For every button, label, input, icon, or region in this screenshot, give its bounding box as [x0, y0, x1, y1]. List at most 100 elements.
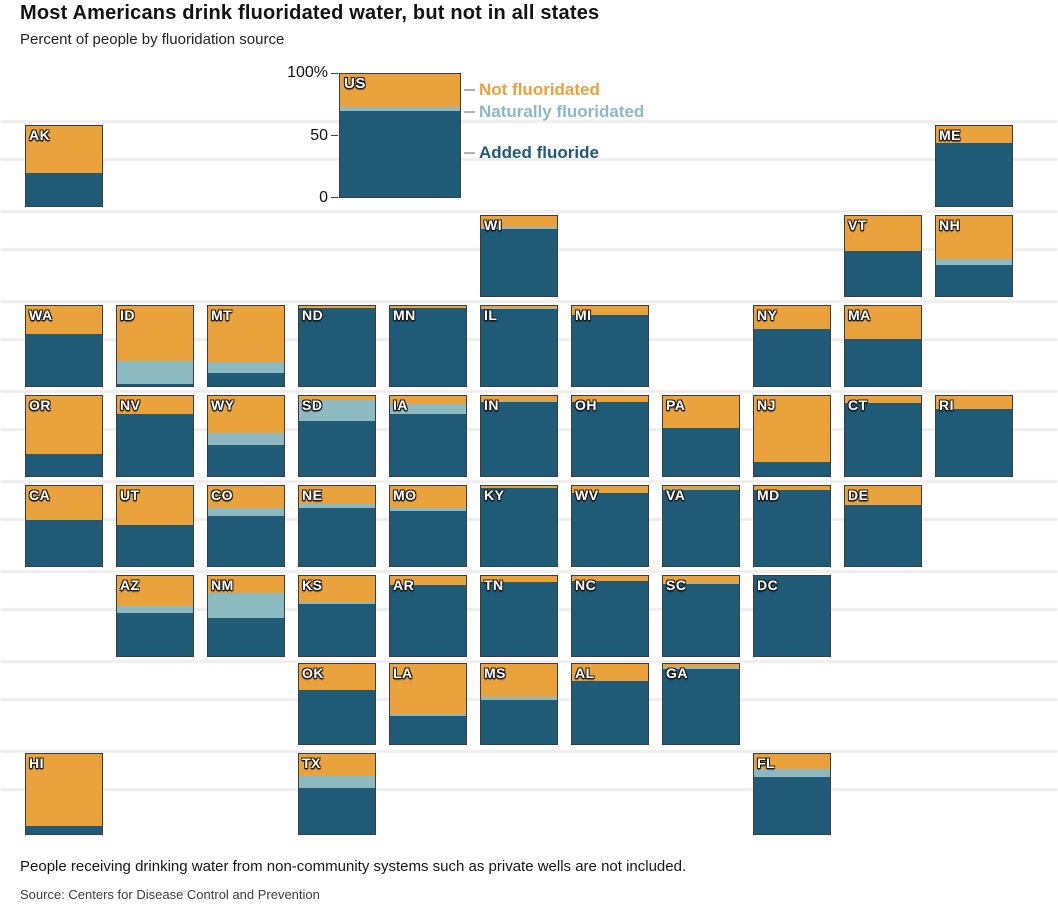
segment-added-fluoride	[299, 507, 375, 566]
segment-not-fluoridated	[845, 306, 921, 339]
segment-naturally-fluoridated	[936, 259, 1012, 265]
state-tile-dc[interactable]: DC	[753, 575, 831, 657]
segment-not-fluoridated	[390, 486, 466, 508]
segment-added-fluoride	[572, 402, 648, 476]
state-tile-mn[interactable]: MN	[389, 305, 467, 387]
state-tile-md[interactable]: MD	[753, 485, 831, 567]
bar-label-ri: RI	[939, 397, 954, 413]
segment-not-fluoridated	[299, 486, 375, 505]
state-tile-de[interactable]: DE	[844, 485, 922, 567]
state-tile-sd[interactable]: SD	[298, 395, 376, 477]
state-tile-vt[interactable]: VT	[844, 215, 922, 297]
state-tile-tn[interactable]: TN	[480, 575, 558, 657]
state-tile-wv[interactable]: WV	[571, 485, 649, 567]
state-tile-il[interactable]: IL	[480, 305, 558, 387]
state-tile-in[interactable]: IN	[480, 395, 558, 477]
bar-label-mo: MO	[393, 487, 417, 503]
segment-added-fluoride	[572, 493, 648, 566]
segment-not-fluoridated	[663, 664, 739, 668]
segment-not-fluoridated	[299, 754, 375, 777]
bar-label-dc: DC	[757, 577, 779, 593]
state-tile-ma[interactable]: MA	[844, 305, 922, 387]
state-tile-co[interactable]: CO	[207, 485, 285, 567]
segment-not-fluoridated	[117, 306, 193, 362]
state-tile-pa[interactable]: PA	[662, 395, 740, 477]
segment-not-fluoridated	[845, 486, 921, 506]
segment-added-fluoride	[117, 525, 193, 566]
segment-naturally-fluoridated	[208, 432, 284, 445]
segment-not-fluoridated	[299, 576, 375, 603]
segment-not-fluoridated	[845, 396, 921, 404]
state-tile-ut[interactable]: UT	[116, 485, 194, 567]
state-tile-al[interactable]: AL	[571, 663, 649, 745]
state-tile-ca[interactable]: CA	[25, 485, 103, 567]
segment-added-fluoride	[845, 338, 921, 386]
state-tile-nd[interactable]: ND	[298, 305, 376, 387]
segment-added-fluoride	[845, 251, 921, 296]
segment-not-fluoridated	[390, 664, 466, 715]
background-gridline	[0, 570, 1058, 573]
bar-label-ms: MS	[484, 665, 506, 681]
state-tile-ky[interactable]: KY	[480, 485, 558, 567]
state-tile-mt[interactable]: MT	[207, 305, 285, 387]
us-bar[interactable]: US	[339, 73, 461, 198]
segment-not-fluoridated	[572, 576, 648, 581]
segment-naturally-fluoridated	[299, 776, 375, 788]
state-tile-hi[interactable]: HI	[25, 753, 103, 835]
bar-label-wi: WI	[484, 217, 503, 233]
segment-naturally-fluoridated	[754, 769, 830, 778]
state-tile-ms[interactable]: MS	[480, 663, 558, 745]
bar-label-co: CO	[211, 487, 233, 503]
state-tile-nh[interactable]: NH	[935, 215, 1013, 297]
segment-not-fluoridated	[390, 306, 466, 308]
bar-label-nv: NV	[120, 397, 141, 413]
state-tile-mi[interactable]: MI	[571, 305, 649, 387]
segment-naturally-fluoridated	[481, 227, 557, 229]
state-tile-wy[interactable]: WY	[207, 395, 285, 477]
axis-tick-100: 100%	[287, 64, 328, 81]
state-tile-sc[interactable]: SC	[662, 575, 740, 657]
segment-added-fluoride	[481, 488, 557, 566]
state-tile-wa[interactable]: WA	[25, 305, 103, 387]
state-tile-ri[interactable]: RI	[935, 395, 1013, 477]
state-tile-nv[interactable]: NV	[116, 395, 194, 477]
legend-leader-line	[464, 111, 475, 113]
state-tile-mo[interactable]: MO	[389, 485, 467, 567]
state-tile-ne[interactable]: NE	[298, 485, 376, 567]
state-tile-ok[interactable]: OK	[298, 663, 376, 745]
state-tile-tx[interactable]: TX	[298, 753, 376, 835]
segment-added-fluoride	[390, 307, 466, 386]
state-tile-va[interactable]: VA	[662, 485, 740, 567]
state-tile-ar[interactable]: AR	[389, 575, 467, 657]
state-tile-ny[interactable]: NY	[753, 305, 831, 387]
segment-not-fluoridated	[572, 306, 648, 315]
state-tile-ks[interactable]: KS	[298, 575, 376, 657]
state-tile-fl[interactable]: FL	[753, 753, 831, 835]
bar-label-va: VA	[666, 487, 686, 503]
segment-not-fluoridated	[663, 396, 739, 428]
state-tile-az[interactable]: AZ	[116, 575, 194, 657]
segment-added-fluoride	[481, 581, 557, 656]
state-tile-ct[interactable]: CT	[844, 395, 922, 477]
state-tile-ia[interactable]: IA	[389, 395, 467, 477]
segment-added-fluoride	[390, 414, 466, 476]
state-tile-or[interactable]: OR	[25, 395, 103, 477]
state-tile-id[interactable]: ID	[116, 305, 194, 387]
state-tile-oh[interactable]: OH	[571, 395, 649, 477]
state-tile-me[interactable]: ME	[935, 125, 1013, 207]
bar-label-nc: NC	[575, 577, 597, 593]
state-tile-nc[interactable]: NC	[571, 575, 649, 657]
state-tile-nj[interactable]: NJ	[753, 395, 831, 477]
bar-label-sd: SD	[302, 397, 323, 413]
segment-naturally-fluoridated	[208, 592, 284, 619]
bar-label-hi: HI	[29, 755, 44, 771]
segment-added-fluoride	[390, 510, 466, 566]
state-tile-wi[interactable]: WI	[480, 215, 558, 297]
state-tile-ga[interactable]: GA	[662, 663, 740, 745]
state-tile-nm[interactable]: NM	[207, 575, 285, 657]
segment-added-fluoride	[299, 690, 375, 744]
segment-added-fluoride	[26, 826, 102, 834]
segment-added-fluoride	[754, 490, 830, 566]
state-tile-ak[interactable]: AK	[25, 125, 103, 207]
state-tile-la[interactable]: LA	[389, 663, 467, 745]
